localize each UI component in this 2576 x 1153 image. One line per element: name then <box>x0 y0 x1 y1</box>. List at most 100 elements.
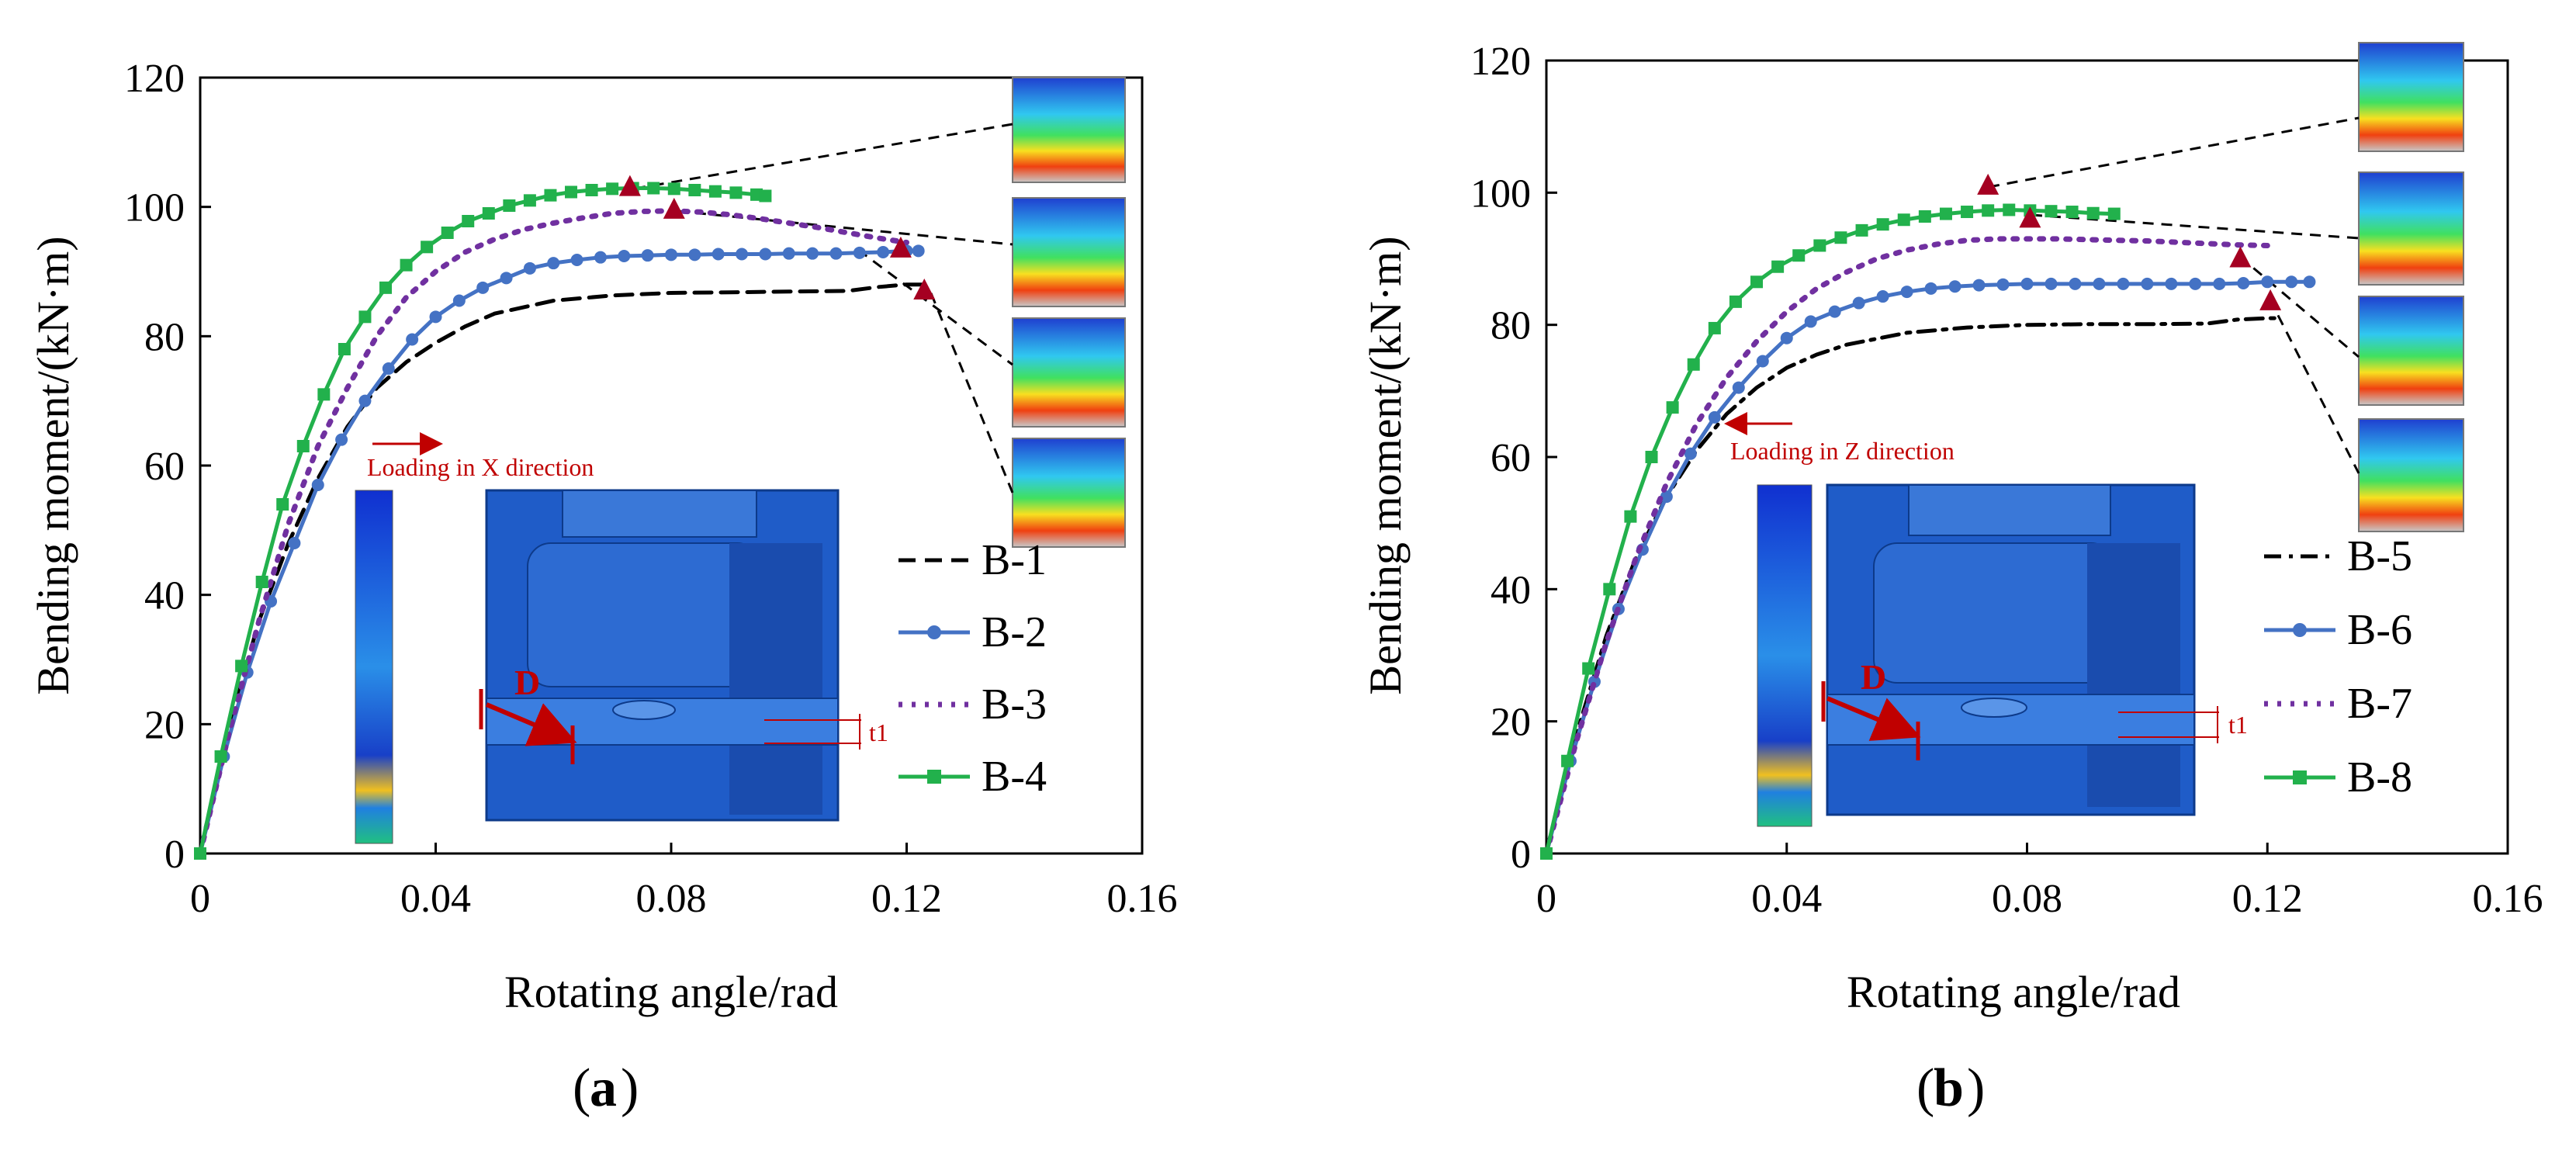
data-point-B-2 <box>736 248 749 261</box>
fea-inset-a-4 <box>1012 438 1126 548</box>
data-point-B-8 <box>1687 358 1700 371</box>
legend-marker-B-2 <box>927 625 941 639</box>
panel-b: 0 0.04 0.08 0.12 0.16 0 20 40 60 80 100 120 <box>1360 40 2543 1118</box>
data-point-B-8 <box>1876 218 1889 231</box>
peak-marker <box>913 279 936 300</box>
x-tick-label: 0.04 <box>400 877 471 921</box>
data-point-B-4 <box>462 215 475 227</box>
y-tick-label: 120 <box>1470 40 1531 84</box>
legend-label-B-1: B-1 <box>982 536 1047 584</box>
data-point-B-8 <box>1708 321 1721 334</box>
x-tick-label: 0.08 <box>1992 877 2062 921</box>
legend-marker-B-6 <box>2293 623 2307 637</box>
data-point-B-2 <box>452 294 466 307</box>
leader-lines-a <box>634 123 1014 493</box>
joint-3d-model-b <box>1826 483 2196 816</box>
column-model-a <box>355 490 393 844</box>
dimension-markers-b <box>1821 681 2219 760</box>
loading-annotation-a: Loading in X direction <box>367 453 594 481</box>
peak-marker <box>889 236 912 258</box>
peak-marker <box>663 197 685 219</box>
data-point-B-2 <box>429 310 442 324</box>
data-point-B-4 <box>214 750 227 763</box>
data-point-B-4 <box>296 440 310 452</box>
data-point-B-8 <box>1961 206 1974 219</box>
legend-label-B-3: B-3 <box>982 680 1047 729</box>
x-tick-label: 0.16 <box>2473 877 2543 921</box>
peak-markers-a <box>618 175 936 300</box>
dimension-label-d-a: D <box>514 663 540 702</box>
panel-label-a-text: a <box>590 1058 617 1118</box>
y-axis-label-b: Bending moment/(kN·m) <box>1360 236 1411 694</box>
legend-marker-B-4 <box>927 770 941 784</box>
fea-inset-b-1 <box>2358 42 2464 152</box>
svg-text:(: ( <box>1916 1058 1934 1118</box>
dimension-markers-a <box>479 689 861 764</box>
data-point-B-4 <box>667 182 680 196</box>
data-point-B-6 <box>1708 410 1721 424</box>
peak-marker <box>618 175 641 196</box>
legend-marker-B-8 <box>2293 770 2307 784</box>
data-point-B-4 <box>565 185 578 199</box>
dimension-label-d-b: D <box>1861 657 1886 697</box>
legend-label-B-2: B-2 <box>982 608 1047 656</box>
panel-label-b: ( b ) <box>1916 1058 1985 1118</box>
data-point-B-4 <box>441 227 454 239</box>
data-point-B-4 <box>421 241 434 254</box>
data-point-B-4 <box>729 186 743 199</box>
axis-ticks-a: 0 0.04 0.08 0.12 0.16 0 20 40 60 80 100 120 <box>124 57 1178 921</box>
peak-marker <box>2229 246 2252 268</box>
data-point-B-6 <box>1852 296 1865 310</box>
data-point-B-8 <box>1540 847 1553 860</box>
data-point-B-2 <box>311 479 324 491</box>
legend-label-B-6: B-6 <box>2347 606 2412 654</box>
joint-3d-model-a <box>485 489 840 822</box>
y-tick-label: 60 <box>1491 436 1531 480</box>
svg-text:): ) <box>1967 1058 1985 1118</box>
data-point-B-6 <box>2045 277 2058 290</box>
column-model-b <box>1757 484 1813 827</box>
data-point-B-8 <box>1645 451 1658 463</box>
fea-inset-a-3 <box>1012 317 1126 428</box>
data-point-B-4 <box>276 498 289 511</box>
data-point-B-4 <box>503 199 516 212</box>
fea-inset-a-2 <box>1012 197 1126 307</box>
legend-label-B-8: B-8 <box>2347 753 2412 802</box>
data-point-B-8 <box>1897 213 1910 227</box>
data-point-B-8 <box>2107 207 2121 220</box>
data-point-B-6 <box>2285 275 2298 289</box>
data-point-B-4 <box>482 207 495 220</box>
data-point-B-6 <box>1972 279 1986 292</box>
data-point-B-2 <box>335 433 348 446</box>
x-axis-label-b: Rotating angle/rad <box>1847 967 2180 1017</box>
data-point-B-2 <box>912 244 925 258</box>
data-point-B-4 <box>358 310 372 324</box>
loading-annotation-b: Loading in Z direction <box>1730 437 1955 465</box>
data-point-B-6 <box>1732 381 1745 394</box>
data-point-B-6 <box>1948 280 1961 293</box>
data-point-B-2 <box>712 248 725 261</box>
data-point-B-6 <box>2117 277 2130 290</box>
x-tick-label: 0 <box>1536 877 1556 921</box>
y-axis-label-a: Bending moment/(kN·m) <box>28 236 78 694</box>
y-tick-label: 80 <box>144 315 185 359</box>
data-point-B-2 <box>665 248 677 261</box>
data-point-B-2 <box>288 537 301 549</box>
data-point-B-2 <box>500 272 513 285</box>
data-point-B-8 <box>1918 209 1931 223</box>
y-tick-label: 0 <box>164 833 185 877</box>
data-point-B-8 <box>1582 662 1595 675</box>
data-point-B-2 <box>382 362 395 375</box>
data-point-B-4 <box>235 660 248 673</box>
peak-marker <box>1977 173 2000 195</box>
y-tick-label: 0 <box>1511 833 1531 877</box>
data-point-B-6 <box>2303 275 2316 289</box>
data-point-B-8 <box>2003 203 2016 216</box>
data-point-B-2 <box>782 247 795 260</box>
y-tick-label: 120 <box>124 57 185 101</box>
data-point-B-2 <box>570 254 583 266</box>
svg-text:): ) <box>621 1058 639 1118</box>
y-tick-label: 40 <box>144 574 185 618</box>
fea-inset-b-2 <box>2358 171 2464 286</box>
